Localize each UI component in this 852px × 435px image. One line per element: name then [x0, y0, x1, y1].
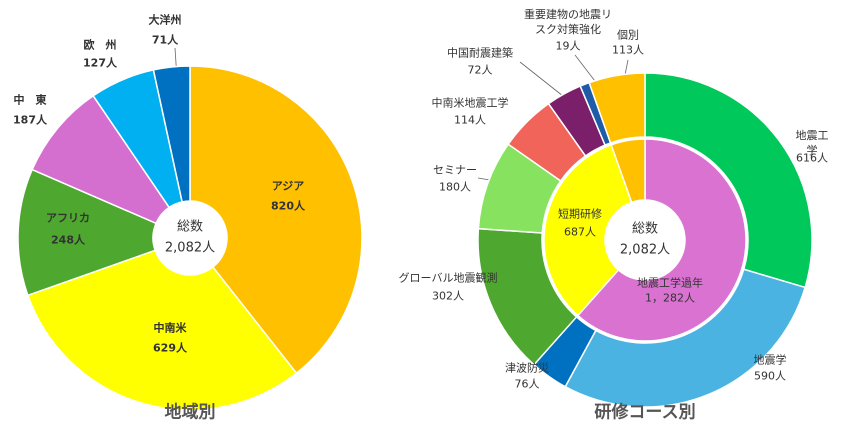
leader-line [574, 54, 599, 86]
label: 津波防災 [505, 361, 549, 375]
label: 72人 [467, 63, 493, 77]
slice [26, 249, 298, 411]
slice [576, 138, 747, 342]
label: 重要建物の地震リ スク対策強化 [524, 8, 612, 36]
label: 180人 [439, 180, 471, 194]
label: 地震工学過年 [637, 276, 703, 290]
label: 19人 [555, 39, 581, 53]
label: 中南米地震工学 [431, 96, 509, 110]
label: 127人 [83, 56, 117, 70]
slice [588, 72, 646, 144]
label: 113人 [612, 43, 644, 57]
label: 187人 [13, 113, 47, 127]
label: 2,082人 [164, 240, 216, 256]
slice [644, 72, 813, 289]
label: 欧 州 [83, 38, 117, 52]
label: アジア [271, 179, 305, 193]
label: セミナー [433, 163, 477, 177]
label: 中国耐震建築 [447, 46, 513, 60]
label: 地震工学 [795, 129, 829, 157]
label: 302人 [432, 289, 464, 303]
slice [152, 65, 191, 203]
label: 2,082人 [619, 242, 671, 258]
slice [17, 168, 158, 297]
slice [543, 143, 633, 317]
label: 研修コース別 [594, 402, 696, 423]
slice [564, 268, 807, 408]
label: 76人 [514, 377, 540, 391]
label: 114人 [454, 113, 486, 127]
label: 590人 [754, 369, 786, 383]
label: グローバル地震観測 [398, 271, 498, 285]
label: 総数 [631, 221, 659, 237]
label: 中 東 [13, 93, 47, 107]
leader-line [519, 61, 569, 101]
label: 中南米 [153, 321, 187, 335]
label: 短期研修 [558, 207, 602, 221]
label: 大洋州 [148, 13, 182, 27]
slice [610, 138, 646, 204]
label: 1，282人 [645, 291, 695, 305]
label: 個別 [617, 28, 639, 42]
label: 820人 [271, 199, 305, 213]
label: 687人 [564, 225, 596, 239]
label: 616人 [796, 151, 828, 165]
label: 地震学 [753, 353, 787, 367]
label: 71人 [151, 33, 179, 47]
slice [189, 65, 363, 375]
label: 248人 [51, 233, 85, 247]
label: 629人 [153, 341, 187, 355]
label: アフリカ [46, 211, 90, 225]
label: 地域別 [164, 402, 216, 423]
label: 総数 [176, 219, 204, 235]
